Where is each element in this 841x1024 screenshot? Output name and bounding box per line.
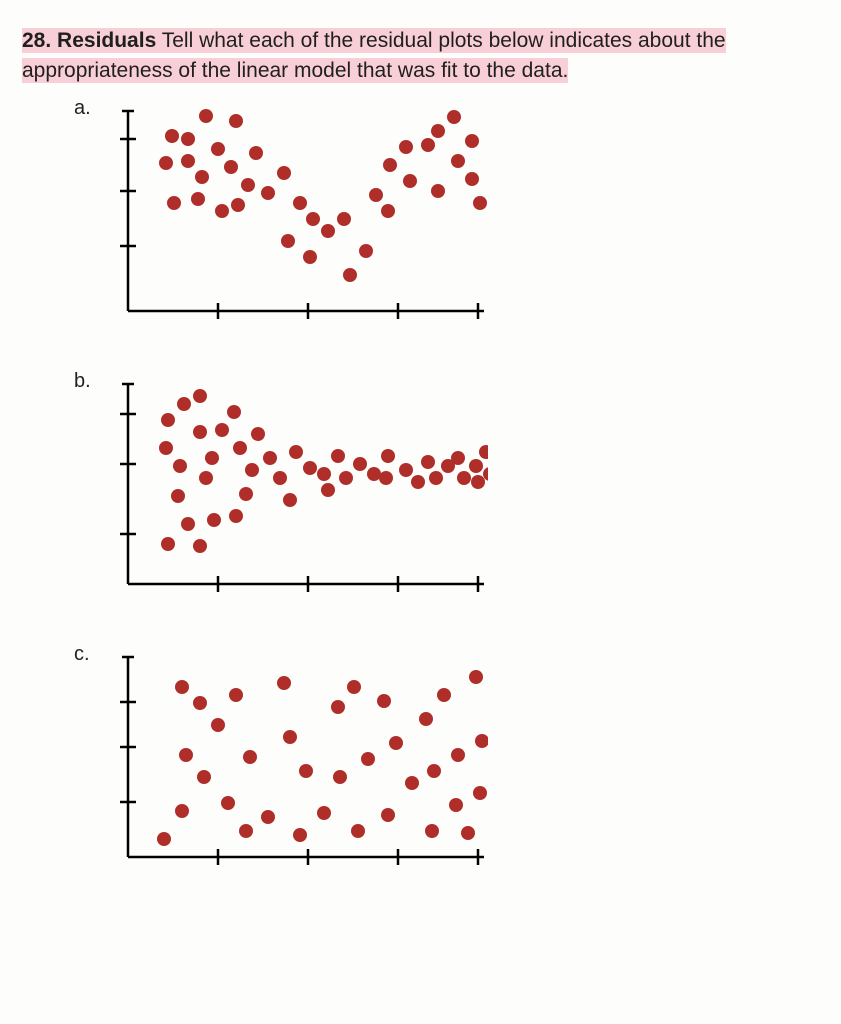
question-line2: appropriateness of the linear model that… <box>22 58 568 83</box>
subplots-container: a. b. c. <box>74 101 819 872</box>
subplot-b: b. <box>74 374 819 599</box>
subplot-c-svg <box>108 647 488 872</box>
question-line1: 28. Residuals Tell what each of the resi… <box>22 28 726 53</box>
subplot-a: a. <box>74 101 819 326</box>
question-text: 28. Residuals Tell what each of the resi… <box>22 26 819 87</box>
question-body1: Tell what each of the residual plots bel… <box>162 29 726 52</box>
subplot-b-label: b. <box>74 370 98 393</box>
subplot-c-plot <box>108 647 488 872</box>
question-number: 28. <box>22 29 51 52</box>
subplot-a-label: a. <box>74 97 98 120</box>
subplot-c: c. <box>74 647 819 872</box>
question-title: Residuals <box>57 29 156 52</box>
subplot-a-svg <box>108 101 488 326</box>
page: 28. Residuals Tell what each of the resi… <box>0 0 841 950</box>
subplot-a-plot <box>108 101 488 326</box>
subplot-c-label: c. <box>74 643 98 666</box>
subplot-b-plot <box>108 374 488 599</box>
subplot-b-svg <box>108 374 488 599</box>
